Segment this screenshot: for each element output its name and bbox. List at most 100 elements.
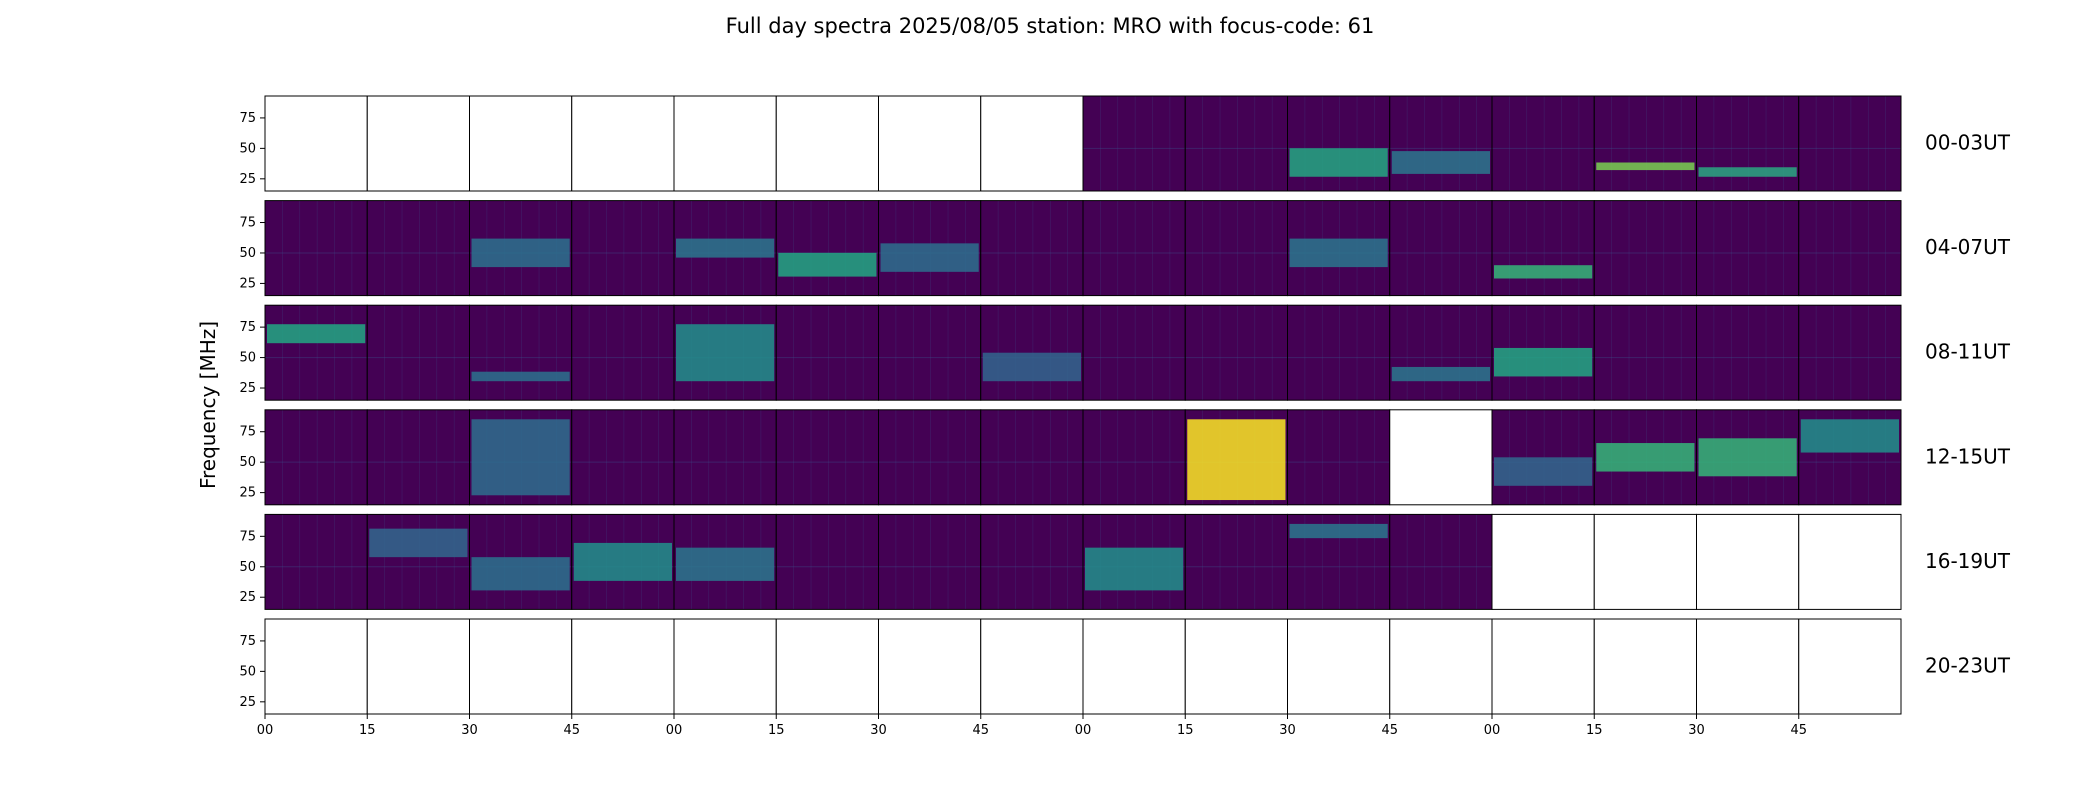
emission-feature: [369, 528, 468, 558]
spectrum-panel: [366, 95, 470, 192]
x-tick-label: 45: [563, 723, 580, 738]
spectrum-panel: [775, 200, 879, 297]
spectrum-panel: [366, 513, 470, 610]
spectrum-panel: [1287, 513, 1391, 610]
y-tick-label: 50: [239, 455, 256, 470]
x-tick-label: 00: [1484, 723, 1501, 738]
chart-title: Full day spectra 2025/08/05 station: MRO…: [726, 14, 1375, 38]
panel-background: [469, 619, 572, 714]
spectrum-panel: [1287, 409, 1391, 506]
panel-background: [1798, 96, 1901, 191]
panel-background: [776, 514, 879, 610]
y-axis-label: Frequency [MHz]: [196, 321, 220, 489]
spectrum-panel: [1184, 409, 1288, 506]
spectrum-panel: [1389, 200, 1493, 297]
spectrum-panel: [673, 304, 777, 401]
x-tick-label: 15: [1177, 723, 1194, 738]
panel-background: [1696, 305, 1799, 401]
panel-background: [878, 305, 981, 401]
panel-background: [367, 619, 470, 714]
emission-feature: [1596, 162, 1695, 171]
panel-background: [1389, 619, 1492, 714]
spectrum-panel: [264, 409, 368, 506]
emission-feature: [1494, 457, 1593, 486]
panel-background: [1389, 305, 1492, 401]
y-tick-label: 25: [239, 486, 256, 501]
spectrum-panel: [1696, 200, 1800, 297]
spectrum-panel: [980, 95, 1084, 192]
spectrum-panel: [878, 200, 982, 297]
spectrum-panel: [1798, 95, 1902, 192]
panel-background: [469, 305, 572, 401]
panel-background: [1185, 305, 1288, 401]
panel-background: [367, 96, 470, 191]
panel-background: [265, 619, 368, 714]
emission-feature: [1596, 443, 1695, 472]
spectrum-panel: [571, 409, 675, 506]
panel-background: [1389, 409, 1492, 505]
spectrum-panel: [469, 95, 573, 192]
spectrum-panel: [1593, 95, 1697, 192]
y-tick-label: 25: [239, 276, 256, 291]
spectrum-panel: [1696, 95, 1800, 192]
panel-background: [1594, 619, 1697, 714]
panel-background: [1083, 96, 1186, 191]
spectrum-panel: [1696, 513, 1800, 610]
panel-background: [1492, 96, 1595, 191]
spectrum-panel: [366, 304, 470, 401]
panel-background: [367, 200, 470, 296]
emission-feature: [676, 547, 775, 581]
spectrum-panel: [1287, 200, 1391, 297]
spectrum-panel: [673, 409, 777, 506]
spectrum-panel: [1184, 95, 1288, 192]
spectrum-panel: [1389, 304, 1493, 401]
panel-background: [878, 409, 981, 505]
emission-feature: [471, 371, 570, 382]
emission-feature: [1289, 148, 1388, 177]
emission-feature: [1391, 366, 1490, 382]
panel-background: [776, 619, 879, 714]
panel-background: [1287, 409, 1390, 505]
spectrum-panel: [1082, 304, 1186, 401]
panel-background: [674, 96, 777, 191]
spectrum-panel: [1184, 618, 1288, 715]
emission-feature: [471, 419, 570, 496]
row-time-label: 00-03UT: [1925, 131, 2011, 155]
spectrum-panel: [980, 618, 1084, 715]
panel-background: [367, 409, 470, 505]
y-tick-label: 75: [239, 425, 256, 440]
spectrum-panel: [1082, 618, 1186, 715]
x-tick-label: 45: [972, 723, 989, 738]
emission-feature: [1187, 419, 1286, 501]
spectrum-panel: [1184, 513, 1288, 610]
panel-background: [469, 96, 572, 191]
emission-feature: [880, 243, 979, 272]
panel-frame: [1798, 95, 1902, 192]
y-tick-label: 25: [239, 695, 256, 710]
spectrum-panel: [1287, 304, 1391, 401]
spectrum-panel: [1798, 200, 1902, 297]
panel-background: [1594, 305, 1697, 401]
panel-background: [980, 409, 1083, 505]
x-tick-label: 15: [1586, 723, 1603, 738]
emission-feature: [1494, 347, 1593, 377]
panel-background: [571, 96, 674, 191]
spectrum-panel: [264, 95, 368, 192]
spectrum-panel: [1593, 200, 1697, 297]
spectrum-panel: [1593, 513, 1697, 610]
panel-background: [1696, 619, 1799, 714]
panel-background: [1798, 619, 1901, 714]
spectrum-panel: [1491, 95, 1595, 192]
x-tick-label: 15: [768, 723, 785, 738]
panel-background: [367, 305, 470, 401]
y-tick-label: 75: [239, 216, 256, 231]
spectrum-panel: [1082, 200, 1186, 297]
emission-feature: [1800, 419, 1899, 453]
panel-background: [980, 514, 1083, 610]
panel-background: [1492, 200, 1595, 296]
spectrum-panel: [1287, 618, 1391, 715]
panel-background: [776, 305, 879, 401]
panel-background: [1083, 305, 1186, 401]
panel-background: [980, 200, 1083, 296]
spectrum-panel: [1593, 409, 1697, 506]
